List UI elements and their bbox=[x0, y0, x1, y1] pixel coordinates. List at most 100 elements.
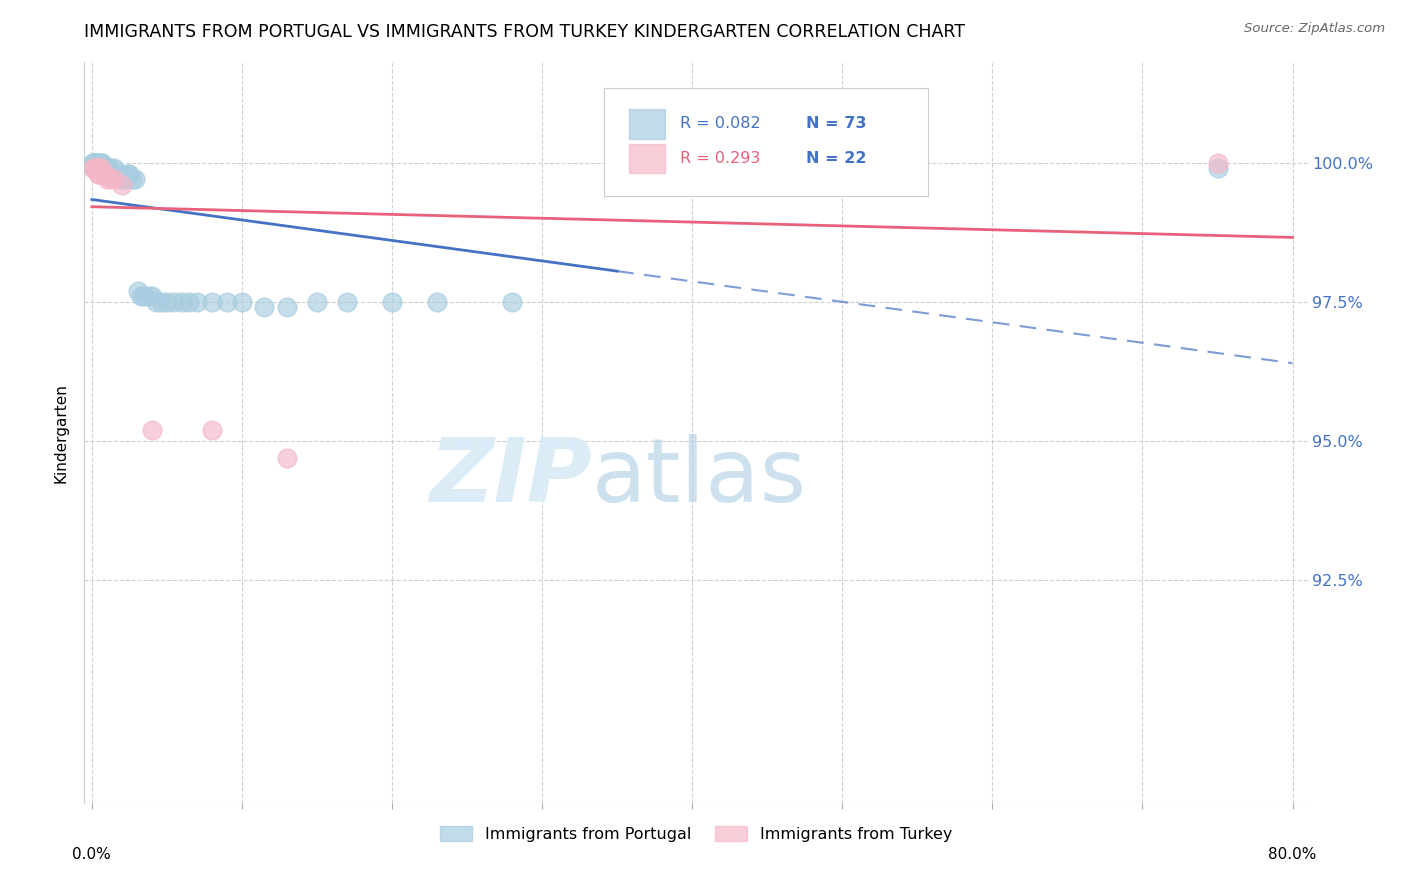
Point bbox=[86, 155, 108, 169]
Point bbox=[381, 294, 404, 309]
Bar bbox=[628, 109, 665, 138]
Text: N = 73: N = 73 bbox=[806, 116, 866, 131]
Point bbox=[98, 172, 121, 186]
Point bbox=[141, 289, 163, 303]
Point bbox=[108, 167, 131, 181]
Text: R = 0.082: R = 0.082 bbox=[681, 116, 761, 131]
Point bbox=[201, 423, 224, 437]
Point bbox=[98, 161, 121, 176]
Point bbox=[96, 161, 118, 176]
Point bbox=[276, 450, 298, 465]
Point bbox=[134, 289, 156, 303]
Point bbox=[89, 161, 111, 176]
Point bbox=[186, 294, 208, 309]
Point bbox=[103, 172, 125, 186]
Point bbox=[1206, 155, 1229, 169]
Point bbox=[111, 178, 134, 192]
Point bbox=[124, 172, 146, 186]
Point bbox=[83, 155, 105, 169]
Point bbox=[82, 155, 104, 169]
Point bbox=[426, 294, 449, 309]
Point bbox=[83, 161, 105, 176]
Point bbox=[100, 167, 122, 181]
Point bbox=[86, 161, 108, 176]
Point bbox=[83, 161, 105, 176]
Point bbox=[83, 161, 105, 176]
Point bbox=[112, 172, 135, 186]
Point bbox=[104, 167, 127, 181]
Point bbox=[215, 294, 238, 309]
Point bbox=[86, 161, 108, 176]
Point bbox=[141, 423, 163, 437]
Point bbox=[101, 167, 124, 181]
Text: IMMIGRANTS FROM PORTUGAL VS IMMIGRANTS FROM TURKEY KINDERGARTEN CORRELATION CHAR: IMMIGRANTS FROM PORTUGAL VS IMMIGRANTS F… bbox=[84, 23, 966, 41]
Point bbox=[93, 167, 115, 181]
FancyBboxPatch shape bbox=[605, 88, 928, 195]
Point bbox=[86, 155, 108, 169]
Point bbox=[131, 289, 153, 303]
Point bbox=[336, 294, 359, 309]
Point bbox=[110, 172, 132, 186]
Point bbox=[105, 167, 128, 181]
Point bbox=[90, 161, 112, 176]
Point bbox=[86, 161, 108, 176]
Point bbox=[103, 167, 125, 181]
Legend: Immigrants from Portugal, Immigrants from Turkey: Immigrants from Portugal, Immigrants fro… bbox=[433, 819, 959, 848]
Text: 0.0%: 0.0% bbox=[73, 847, 111, 863]
Text: Source: ZipAtlas.com: Source: ZipAtlas.com bbox=[1244, 22, 1385, 36]
Point bbox=[253, 301, 276, 315]
Point bbox=[93, 161, 115, 176]
Point bbox=[90, 161, 112, 176]
Point bbox=[96, 172, 118, 186]
Point bbox=[94, 161, 117, 176]
Point bbox=[87, 161, 110, 176]
Point bbox=[127, 284, 149, 298]
Text: 80.0%: 80.0% bbox=[1268, 847, 1317, 863]
Point bbox=[87, 161, 110, 176]
Bar bbox=[628, 144, 665, 173]
Point bbox=[91, 161, 114, 176]
Point bbox=[87, 167, 110, 181]
Text: N = 22: N = 22 bbox=[806, 151, 866, 166]
Point bbox=[97, 161, 120, 176]
Point bbox=[117, 167, 139, 181]
Point bbox=[82, 161, 104, 176]
Point bbox=[83, 155, 105, 169]
Point bbox=[94, 161, 117, 176]
Point bbox=[87, 155, 110, 169]
Point bbox=[89, 167, 111, 181]
Point bbox=[91, 155, 114, 169]
Point bbox=[91, 167, 114, 181]
Point bbox=[86, 161, 108, 176]
Point bbox=[149, 294, 172, 309]
Point bbox=[89, 161, 111, 176]
Point bbox=[114, 172, 136, 186]
Y-axis label: Kindergarten: Kindergarten bbox=[53, 383, 69, 483]
Point bbox=[138, 289, 160, 303]
Text: atlas: atlas bbox=[592, 434, 807, 521]
Point bbox=[91, 161, 114, 176]
Point bbox=[90, 155, 112, 169]
Point bbox=[231, 294, 253, 309]
Point bbox=[93, 167, 115, 181]
Point bbox=[93, 161, 115, 176]
Point bbox=[90, 167, 112, 181]
Text: ZIP: ZIP bbox=[429, 434, 592, 521]
Point bbox=[121, 172, 143, 186]
Point bbox=[156, 294, 179, 309]
Point bbox=[89, 155, 111, 169]
Point bbox=[82, 155, 104, 169]
Point bbox=[1206, 161, 1229, 176]
Point bbox=[201, 294, 224, 309]
Point bbox=[82, 161, 104, 176]
Point bbox=[170, 294, 193, 309]
Point bbox=[96, 161, 118, 176]
Point bbox=[276, 301, 298, 315]
Point bbox=[89, 155, 111, 169]
Point bbox=[96, 167, 118, 181]
Point bbox=[103, 161, 125, 176]
Point bbox=[163, 294, 186, 309]
Point bbox=[90, 161, 112, 176]
Point bbox=[145, 294, 167, 309]
Point bbox=[179, 294, 201, 309]
